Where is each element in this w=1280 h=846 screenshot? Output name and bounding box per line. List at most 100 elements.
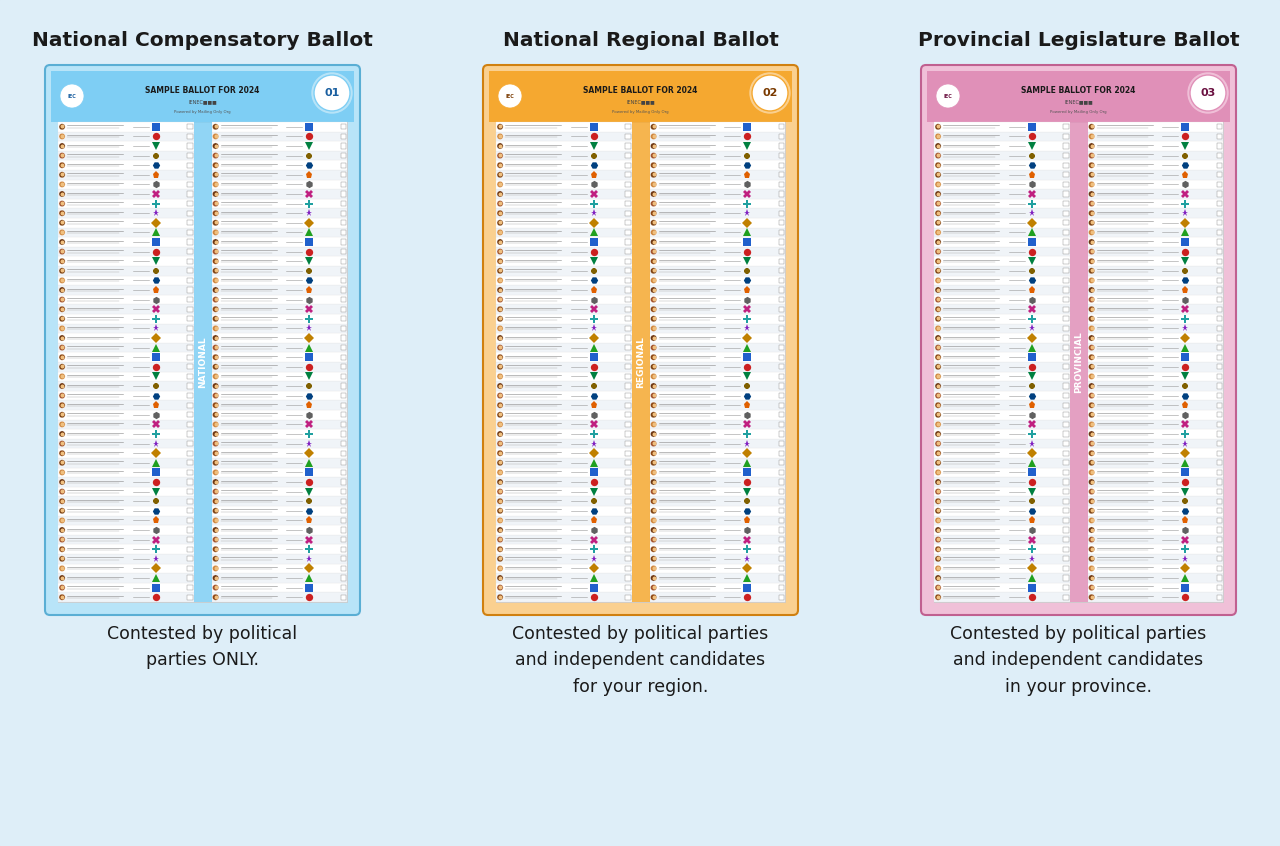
Circle shape [59, 527, 65, 533]
Bar [1064, 566, 1069, 571]
Bar [58, 477, 193, 486]
Circle shape [650, 479, 657, 485]
Bar [649, 343, 785, 353]
FancyBboxPatch shape [922, 65, 1236, 615]
Bar [778, 383, 783, 388]
Text: Contested by political parties
and independent candidates
in your province.: Contested by political parties and indep… [950, 625, 1207, 695]
Bar [1217, 162, 1222, 168]
Circle shape [1088, 459, 1094, 466]
Bar [649, 515, 785, 525]
Bar [1088, 228, 1222, 237]
Bar [58, 305, 193, 314]
Bar [58, 535, 193, 544]
Circle shape [212, 470, 219, 475]
Bar [187, 268, 192, 273]
Bar [340, 422, 346, 427]
Bar [934, 199, 1070, 208]
Bar [187, 575, 192, 580]
Circle shape [1088, 470, 1094, 475]
Bar [211, 333, 347, 343]
Bar [1064, 316, 1069, 321]
Bar [1088, 294, 1222, 305]
Bar [1064, 182, 1069, 187]
Bar [778, 354, 783, 360]
Bar [58, 122, 193, 132]
Bar [649, 305, 785, 314]
Bar [1088, 391, 1222, 400]
Circle shape [212, 258, 219, 264]
Circle shape [934, 297, 941, 303]
Circle shape [1088, 287, 1094, 293]
Bar [1217, 134, 1222, 139]
Circle shape [497, 258, 503, 264]
Bar [1217, 470, 1222, 475]
Bar [211, 554, 347, 563]
Bar [778, 335, 783, 341]
Bar [649, 324, 785, 333]
Bar [1088, 458, 1222, 468]
Bar [497, 122, 631, 132]
Bar [1217, 191, 1222, 196]
Circle shape [212, 191, 219, 197]
Circle shape [934, 479, 941, 485]
Circle shape [212, 556, 219, 562]
Bar [625, 556, 631, 562]
Bar [934, 170, 1070, 179]
Bar [211, 314, 347, 324]
Bar [1064, 508, 1069, 514]
Bar [649, 544, 785, 554]
Bar [649, 400, 785, 410]
Bar [649, 525, 785, 535]
Circle shape [934, 441, 941, 447]
Bar [1088, 276, 1222, 285]
Bar [625, 277, 631, 283]
Circle shape [1088, 547, 1094, 552]
Circle shape [934, 508, 941, 514]
Bar [497, 199, 631, 208]
Bar [497, 305, 631, 314]
Circle shape [497, 450, 503, 456]
Bar [649, 141, 785, 151]
Circle shape [212, 249, 219, 255]
Circle shape [212, 326, 219, 332]
Bar [1217, 556, 1222, 562]
Bar [497, 151, 631, 161]
Bar [187, 153, 192, 158]
Bar [649, 256, 785, 266]
Circle shape [497, 287, 503, 293]
Bar [1217, 143, 1222, 149]
Bar [1088, 218, 1222, 228]
Circle shape [212, 441, 219, 447]
Bar [1217, 575, 1222, 580]
Circle shape [934, 421, 941, 427]
Bar [1088, 132, 1222, 141]
Bar [340, 297, 346, 302]
Circle shape [212, 421, 219, 427]
Circle shape [212, 201, 219, 206]
Bar [340, 470, 346, 475]
Bar [649, 122, 785, 132]
Bar [1064, 518, 1069, 523]
Bar [211, 208, 347, 218]
Bar [778, 489, 783, 494]
Bar [1088, 247, 1222, 256]
Bar [497, 247, 631, 256]
Circle shape [650, 258, 657, 264]
Circle shape [650, 575, 657, 581]
Bar [1064, 498, 1069, 504]
Bar [1217, 259, 1222, 264]
Bar [1064, 422, 1069, 427]
Bar [934, 486, 1070, 497]
Bar [625, 316, 631, 321]
Circle shape [60, 84, 84, 108]
Circle shape [1088, 431, 1094, 437]
Bar [340, 230, 346, 235]
Circle shape [650, 267, 657, 274]
Bar [1217, 364, 1222, 370]
Circle shape [497, 267, 503, 274]
Circle shape [212, 393, 219, 398]
Circle shape [1088, 277, 1094, 283]
Bar [778, 480, 783, 485]
Circle shape [497, 594, 503, 601]
Bar [497, 486, 631, 497]
